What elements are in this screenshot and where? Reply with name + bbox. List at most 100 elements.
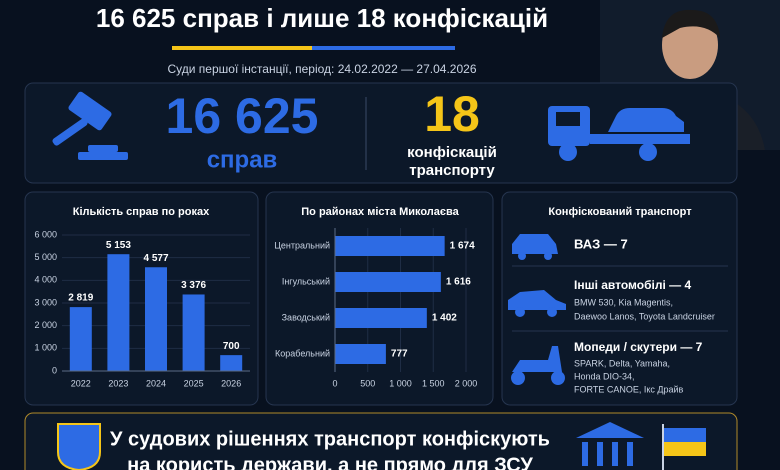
column [612,442,618,466]
confiscations-label: транспорту [409,162,495,179]
x-tick-label: 2024 [146,378,166,388]
title-underline-yellow [172,46,312,50]
transport-title: Конфіскований транспорт [548,206,692,218]
bar [69,307,92,371]
y-tick-label: 4 000 [34,275,57,285]
transport-item: Мопеди / скутери — 7 [574,340,703,354]
banner-text: на користь держави, а не прямо для ЗСУ [127,454,533,470]
gavel-head [68,91,112,131]
chart-title: По районах міста Миколаєва [301,206,459,218]
car-wheel [518,252,526,260]
value-label: 5 153 [106,240,131,251]
gavel-icon [52,91,128,160]
y-tick-label: Заводський [282,312,330,322]
flag-blue [664,428,706,442]
transport-detail: FORTE CANOE, Ікс Драйв [574,384,684,394]
scooter-icon [511,346,565,385]
scooter-wheel [551,371,565,385]
coat-of-arms [57,423,101,470]
value-label: 1 616 [446,277,471,288]
banner [24,412,738,470]
flag-pole [662,424,664,470]
cases-label: справ [207,146,278,173]
value-label: 1 402 [432,313,457,324]
title-underline-blue [312,46,455,50]
subtitle: Суди першої інстанції, період: 24.02.202… [168,62,477,76]
y-tick-label: 6 000 [34,229,57,239]
value-label: 2 819 [68,293,93,304]
transport-item: Інші автомобілі — 4 [574,278,691,292]
value-label: 3 376 [181,280,206,291]
x-tick-label: 2026 [221,378,241,388]
bar [335,344,386,364]
gavel-handle [52,118,88,146]
column [597,442,603,466]
building-roof [576,422,644,438]
chart-panel [265,191,494,406]
car-icon [508,290,566,317]
car-wheel [547,307,557,317]
bar [145,267,167,371]
transport-detail: Daewoo Lanos, Toyota Landcruiser [574,311,715,321]
transport-item: ВАЗ — 7 [574,236,628,251]
stats-panel [24,82,738,184]
bar [107,254,130,371]
confiscations-label: конфіскацій [407,144,497,161]
bar [335,236,445,256]
car-wheel [544,252,552,260]
truck-window [556,112,580,126]
value-label: 777 [391,349,408,360]
y-tick-label: Інгульський [282,276,330,286]
portrait-hair [662,9,720,38]
scooter-wheel [511,371,525,385]
truck-wheel [639,143,657,161]
x-tick-label: 1 500 [422,378,445,388]
y-tick-label: 0 [52,365,57,375]
banner-text: У судових рішеннях транспорт конфіскують [110,428,550,450]
x-tick-label: 2023 [108,378,128,388]
chart-title: Кількість справ по роках [73,206,210,218]
transport-detail: SPARK, Delta, Yamaha, [574,358,670,368]
y-tick-label: Центральний [274,240,330,250]
flag-yellow [664,442,706,456]
x-tick-label: 2025 [184,378,204,388]
x-tick-label: 0 [332,378,337,388]
transport-detail: Honda DIO-34, [574,371,635,381]
x-tick-label: 2 000 [455,378,478,388]
scooter-body [512,346,562,372]
building-icon [576,422,644,466]
y-tick-label: 5 000 [34,252,57,262]
column [627,442,633,466]
truck-icon [548,106,690,161]
x-tick-label: 2022 [71,378,91,388]
transport-panel [501,191,738,406]
value-label: 4 577 [143,253,168,264]
car-body [512,234,558,254]
cases-number: 16 625 [166,88,319,144]
truck-wheel [559,143,577,161]
car-icon [512,234,558,260]
column [582,442,588,466]
value-label: 1 674 [450,241,475,252]
title: 16 625 справ і лише 18 конфіскацій [96,3,548,33]
bar [335,272,441,292]
value-label: 700 [223,341,240,352]
car-body [508,290,566,310]
y-tick-label: 2 000 [34,320,57,330]
y-tick-label: Корабельний [275,348,330,358]
bar [335,308,427,328]
chart-panel [24,191,259,406]
x-tick-label: 500 [360,378,375,388]
car-wheel [515,307,525,317]
gavel-block [88,145,118,152]
y-tick-label: 3 000 [34,297,57,307]
y-tick-label: 1 000 [34,343,57,353]
transport-detail: BMW 530, Kia Magentis, [574,297,673,307]
gavel-base [78,152,128,160]
x-tick-label: 1 000 [389,378,412,388]
confiscations-number: 18 [424,86,480,142]
car-on-truck [608,108,684,132]
bar [182,294,205,371]
bar [220,355,243,371]
